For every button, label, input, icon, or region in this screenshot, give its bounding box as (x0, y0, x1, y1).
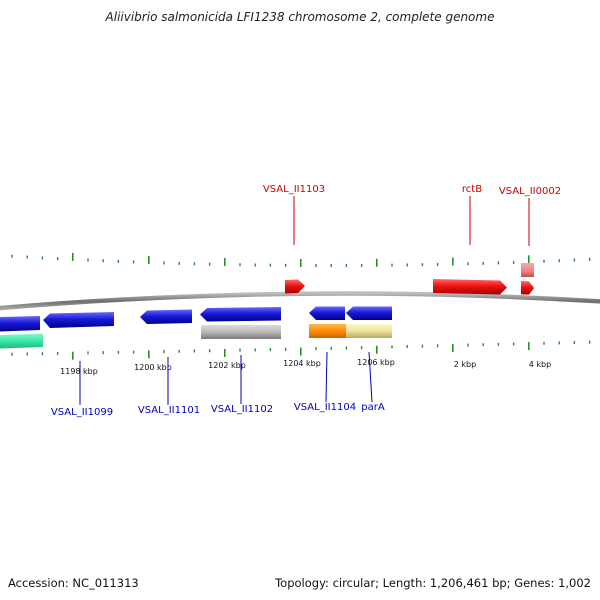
accession-text: Accession: NC_011313 (8, 576, 139, 590)
cds-box-grey[interactable] (201, 325, 281, 339)
gene-arrow-rctb[interactable] (433, 279, 507, 295)
topology-text: Topology: circular; Length: 1,206,461 bp… (275, 576, 591, 590)
label-vsal-ii1102[interactable]: VSAL_II1102 (211, 404, 273, 415)
gene-arrow-vsal-ii0002[interactable] (521, 281, 534, 295)
label-vsal-ii0002[interactable]: VSAL_II0002 (499, 186, 561, 197)
label-vsal-ii1103[interactable]: VSAL_II1103 (263, 184, 325, 195)
label-vsal-ii1099[interactable]: VSAL_II1099 (51, 407, 113, 418)
gene-arrow-para[interactable] (346, 306, 392, 321)
gene-arrow-vsal-ii1102[interactable] (200, 307, 281, 322)
forward-label-leaders (293, 196, 530, 246)
reverse-label-leaders (79, 351, 373, 405)
cds-box-orange[interactable] (309, 324, 346, 338)
cds-box-vsal-ii0002[interactable] (521, 263, 534, 277)
scale-label: 1204 kbp (283, 359, 321, 368)
scale-label: 1198 kbp (60, 367, 98, 376)
gene-arrow-vsal-ii1101[interactable] (140, 309, 192, 325)
scale-labels: 1198 kbp 1200 kbp 1202 kbp 1204 kbp 1206… (60, 358, 551, 376)
gene-arrow-left-edge[interactable] (0, 316, 40, 332)
scale-label: 1200 kbp (134, 363, 172, 372)
label-vsal-ii1101[interactable]: VSAL_II1101 (138, 405, 200, 416)
chromosome-backbone (0, 291, 600, 311)
scale-label: 2 kbp (454, 360, 476, 369)
label-para[interactable]: parA (361, 402, 385, 413)
forward-labels: VSAL_II1103 rctB VSAL_II0002 (263, 184, 561, 197)
gene-arrow-vsal-ii1103[interactable] (285, 279, 305, 294)
cds-box-teal[interactable] (0, 333, 43, 349)
scale-label: 4 kbp (529, 360, 551, 369)
label-rctb[interactable]: rctB (462, 184, 482, 195)
reverse-labels: VSAL_II1099 VSAL_II1101 VSAL_II1102 VSAL… (51, 402, 385, 418)
scale-label: 1206 kbp (357, 358, 395, 367)
gene-arrow-vsal-ii1099[interactable] (43, 312, 114, 328)
label-vsal-ii1104[interactable]: VSAL_II1104 (294, 402, 356, 413)
gene-arrow-vsal-ii1104[interactable] (309, 306, 345, 321)
outer-tick-ring (11, 252, 591, 267)
map-title: Aliivibrio salmonicida LFI1238 chromosom… (105, 10, 495, 24)
scale-label: 1202 kbp (208, 361, 246, 370)
cds-box-yellow[interactable] (346, 324, 392, 338)
inner-tick-ring (11, 340, 591, 360)
